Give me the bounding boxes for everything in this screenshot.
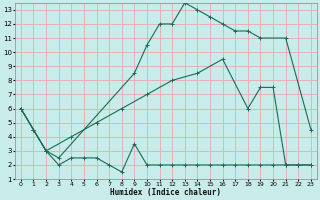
X-axis label: Humidex (Indice chaleur): Humidex (Indice chaleur) [110, 188, 221, 197]
